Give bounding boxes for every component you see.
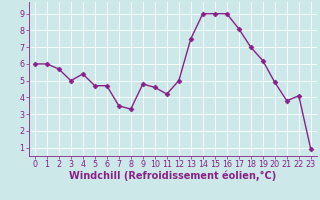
X-axis label: Windchill (Refroidissement éolien,°C): Windchill (Refroidissement éolien,°C) bbox=[69, 171, 276, 181]
